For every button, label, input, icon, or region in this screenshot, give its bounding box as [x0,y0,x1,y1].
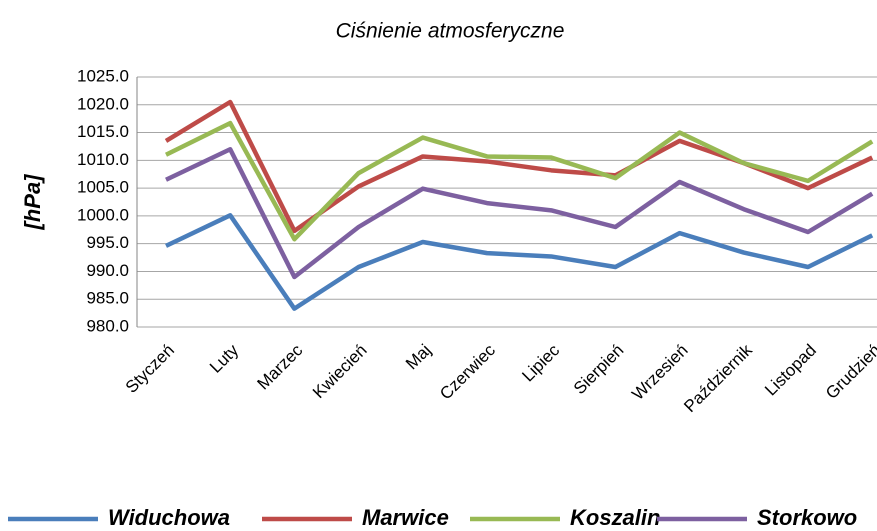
y-tick-label: 990.0 [86,261,129,280]
y-tick-label: 1025.0 [77,66,129,85]
x-tick-label: Październik [680,340,756,416]
x-tick-label: Luty [206,340,243,377]
legend-label: Widuchowa [108,505,230,530]
series-line [165,146,874,280]
y-tick-label: 1000.0 [77,205,129,224]
x-tick-label: Kwiecień [309,341,371,403]
x-tick-label: Maj [402,341,435,374]
x-tick-label: Styczeń [122,341,178,397]
y-tick-label: 1015.0 [77,122,129,141]
chart-title: Ciśnienie atmosferyczne [336,20,565,43]
x-tick-label: Listopad [761,341,820,400]
y-tick-label: 985.0 [86,289,129,308]
x-tick-label: Marzec [254,340,307,393]
legend-label: Storkowo [757,505,857,530]
y-axis-title: [hPa] [20,174,45,231]
y-tick-label: 995.0 [86,233,129,252]
x-tick-label: Wrzesień [628,341,691,404]
y-tick-label: 1005.0 [77,178,129,197]
x-tick-label: Sierpień [570,341,628,399]
series-line [165,120,874,242]
series-line [164,99,874,234]
y-tick-label: 1020.0 [77,94,129,113]
y-tick-label: 980.0 [86,316,129,335]
series-line [165,213,874,311]
x-tick-label: Grudzień [822,341,877,403]
y-tick-label: 1010.0 [77,150,129,169]
legend-label: Marwice [362,505,449,530]
legend-label: Koszalin [570,505,660,530]
x-tick-label: Czerwiec [436,340,499,403]
x-tick-label: Lipiec [518,340,563,385]
